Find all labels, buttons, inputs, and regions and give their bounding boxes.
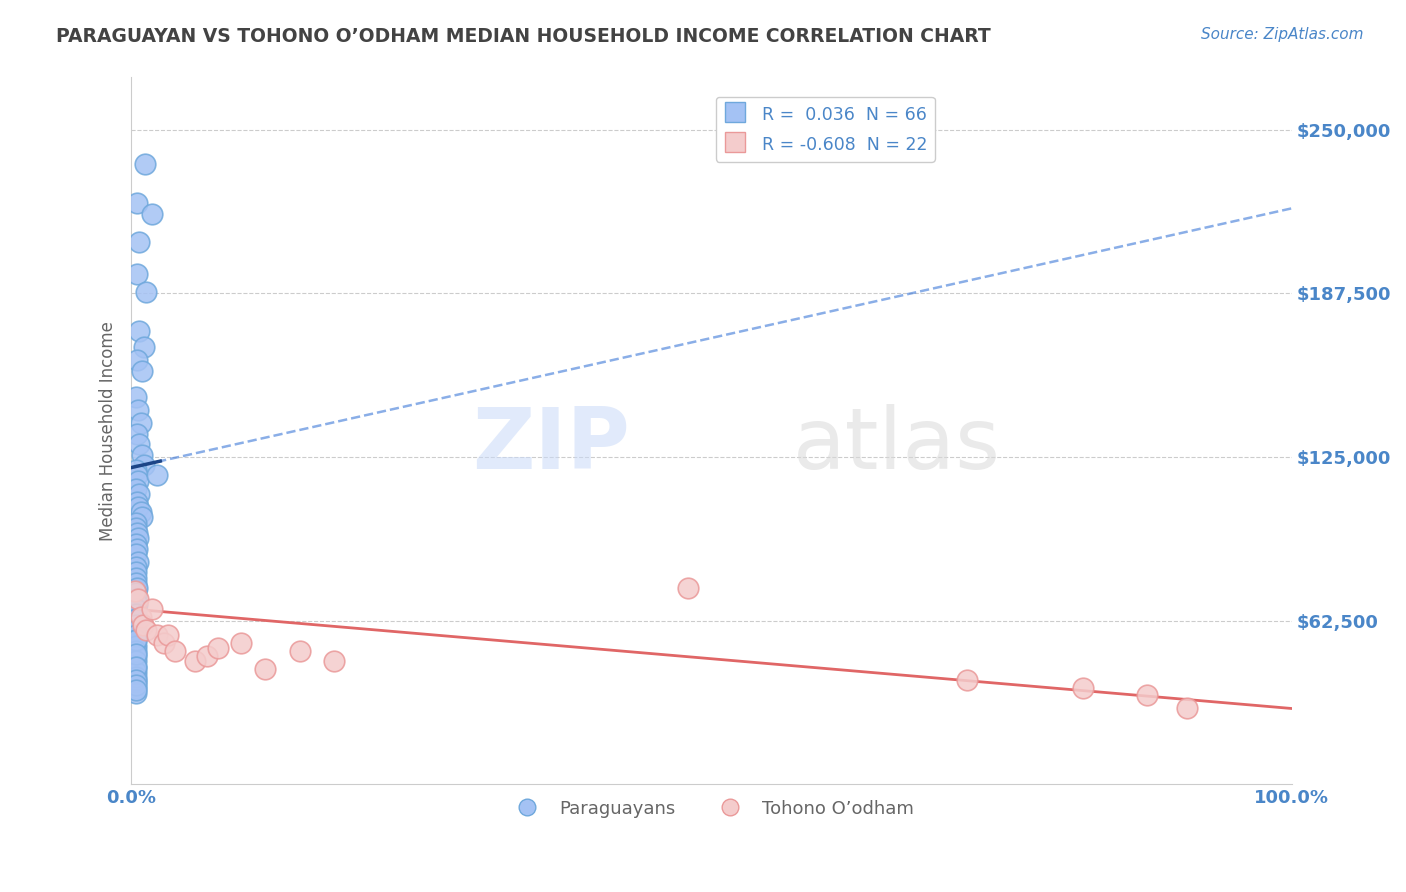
Point [125, 670, 148, 684]
Point [125, 607, 148, 622]
Y-axis label: Median Household Income: Median Household Income [100, 321, 117, 541]
Point [135, 623, 157, 637]
Point [125, 468, 148, 483]
Point [125, 681, 148, 695]
Point [125, 353, 148, 368]
Point [124, 583, 146, 598]
Point [125, 612, 148, 626]
Point [253, 662, 276, 676]
Point [134, 157, 156, 171]
Point [157, 628, 180, 642]
Point [129, 505, 152, 519]
Point [125, 617, 148, 632]
Point [128, 437, 150, 451]
Point [125, 426, 148, 441]
Text: PARAGUAYAN VS TOHONO O’ODHAM MEDIAN HOUSEHOLD INCOME CORRELATION CHART: PARAGUAYAN VS TOHONO O’ODHAM MEDIAN HOUS… [56, 27, 991, 45]
Point [1071, 681, 1094, 695]
Point [125, 633, 148, 648]
Point [125, 659, 148, 673]
Point [127, 531, 149, 545]
Point [132, 458, 155, 472]
Point [127, 403, 149, 417]
Point [125, 463, 148, 477]
Point [125, 575, 148, 590]
Point [231, 636, 253, 650]
Point [146, 468, 169, 483]
Point [128, 487, 150, 501]
Point [125, 649, 148, 664]
Point [131, 364, 153, 378]
Point [125, 390, 148, 404]
Point [956, 673, 979, 687]
Point [125, 673, 148, 687]
Point [195, 649, 218, 664]
Point [125, 623, 148, 637]
Point [125, 570, 148, 584]
Point [184, 654, 207, 668]
Point [125, 586, 148, 600]
Point [125, 665, 148, 679]
Point [125, 267, 148, 281]
Point [125, 628, 148, 642]
Point [141, 602, 163, 616]
Point [125, 633, 148, 648]
Point [125, 675, 148, 690]
Point [125, 591, 148, 606]
Point [131, 448, 153, 462]
Point [125, 581, 148, 595]
Point [127, 474, 149, 488]
Point [125, 644, 148, 658]
Point [125, 196, 148, 211]
Point [207, 641, 229, 656]
Point [125, 597, 148, 611]
Point [128, 325, 150, 339]
Point [132, 617, 155, 632]
Point [146, 628, 169, 642]
Point [141, 206, 163, 220]
Point [125, 654, 148, 668]
Point [125, 494, 148, 508]
Point [125, 547, 148, 561]
Point [288, 644, 311, 658]
Point [1135, 689, 1157, 703]
Text: ZIP: ZIP [472, 403, 630, 486]
Point [125, 639, 148, 653]
Point [125, 678, 148, 692]
Point [128, 235, 150, 250]
Point [132, 340, 155, 354]
Point [127, 555, 149, 569]
Point [125, 647, 148, 661]
Point [127, 591, 149, 606]
Point [125, 526, 148, 541]
Point [129, 416, 152, 430]
Point [135, 285, 157, 300]
Point [129, 610, 152, 624]
Point [125, 566, 148, 580]
Point [127, 500, 149, 514]
Point [125, 683, 148, 698]
Point [125, 602, 148, 616]
Legend: Paraguayans, Tohono O’odham: Paraguayans, Tohono O’odham [502, 792, 921, 825]
Point [323, 654, 346, 668]
Point [1175, 701, 1198, 715]
Text: atlas: atlas [793, 403, 1001, 486]
Point [152, 636, 174, 650]
Point [125, 482, 148, 496]
Point [165, 644, 187, 658]
Point [125, 659, 148, 673]
Point [125, 560, 148, 574]
Point [125, 541, 148, 556]
Point [676, 581, 699, 595]
Text: Source: ZipAtlas.com: Source: ZipAtlas.com [1201, 27, 1364, 42]
Point [125, 536, 148, 550]
Point [131, 510, 153, 524]
Point [125, 516, 148, 530]
Point [125, 521, 148, 535]
Point [125, 686, 148, 700]
